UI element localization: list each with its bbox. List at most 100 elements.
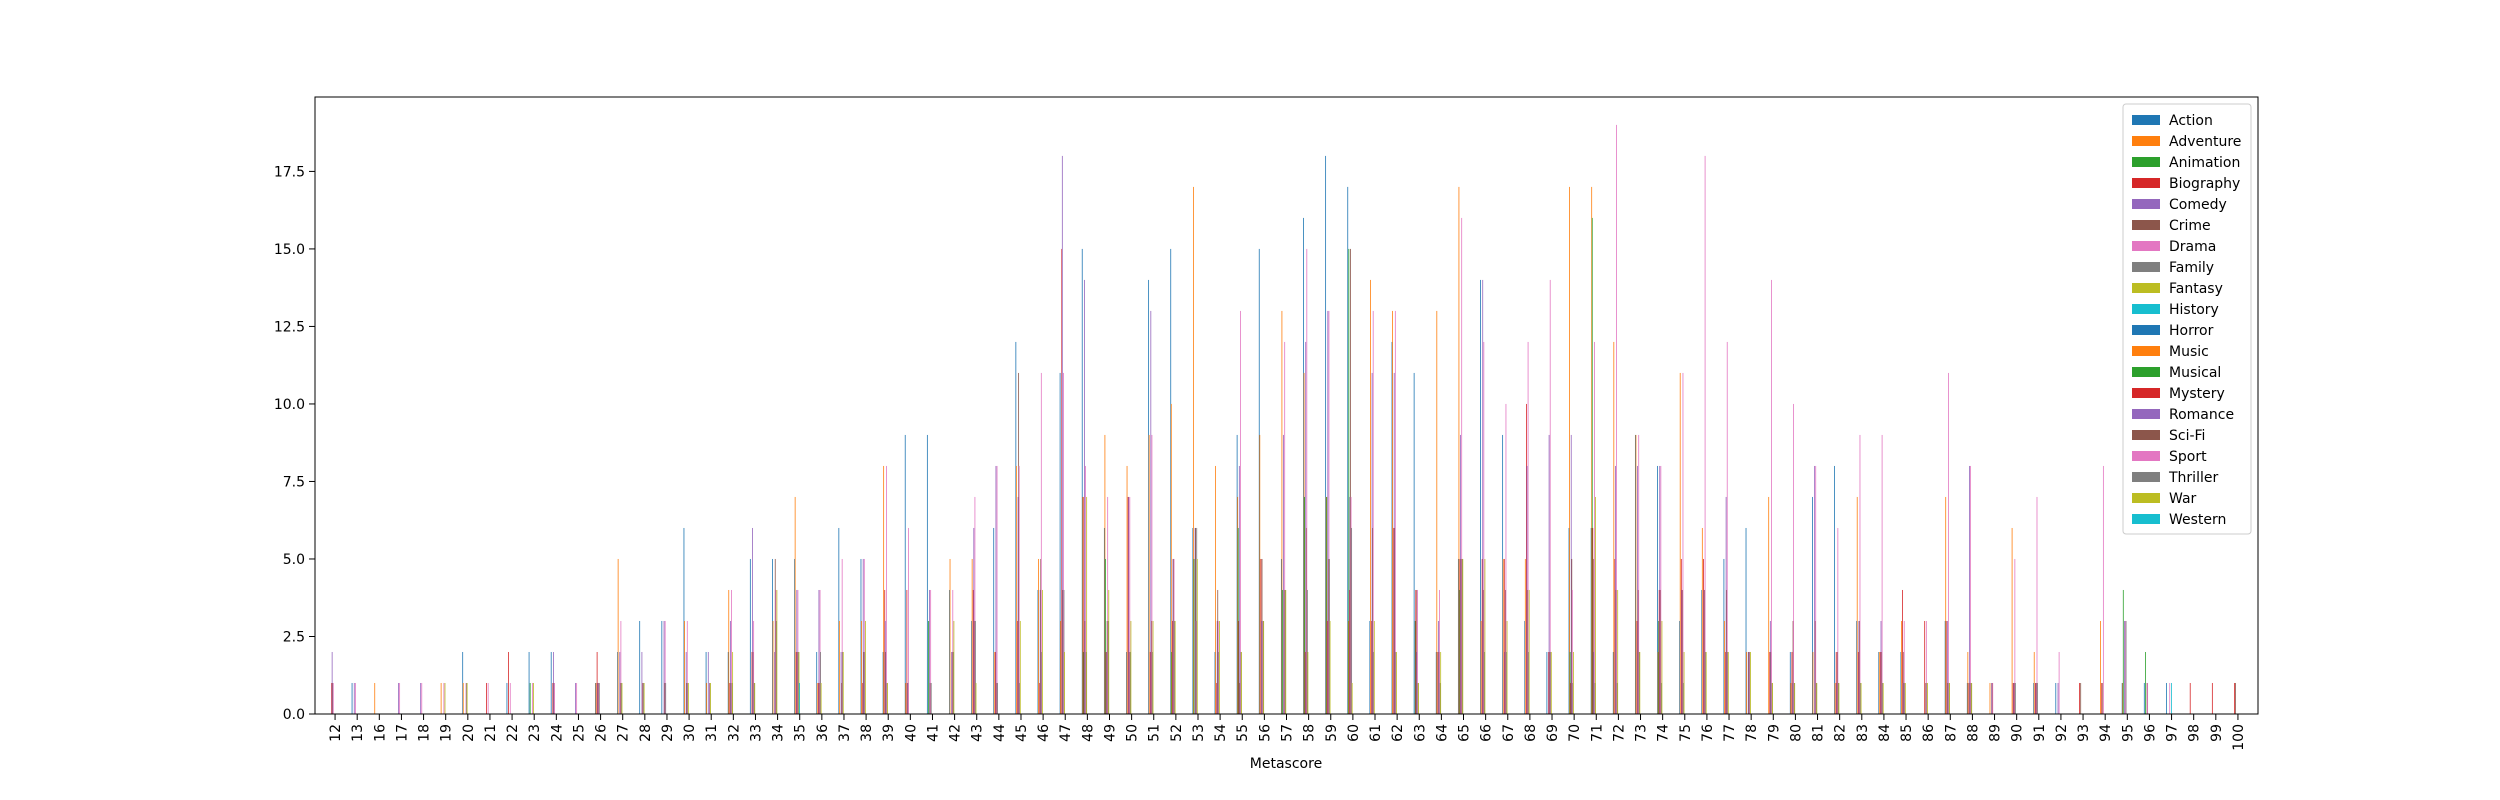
bar <box>1549 651 1551 714</box>
bar <box>884 620 886 714</box>
bar <box>2146 682 2148 714</box>
bar <box>1859 620 1860 714</box>
x-tick-label: 12 <box>328 724 344 742</box>
bar <box>1304 651 1306 714</box>
bar <box>1790 682 1792 714</box>
x-tick-label: 98 <box>2187 724 2203 742</box>
bar <box>575 682 576 714</box>
bar <box>705 651 707 714</box>
x-axis-title: Metascore <box>1250 756 1322 772</box>
bar <box>1369 620 1371 714</box>
legend-swatch <box>2132 346 2160 356</box>
bar <box>1107 620 1109 714</box>
bar <box>1616 124 1617 714</box>
y-tick-label: 12.5 <box>274 319 305 335</box>
bar <box>1126 651 1127 714</box>
bar <box>1946 620 1948 714</box>
bar <box>683 527 685 714</box>
legend-label: Action <box>2169 113 2213 129</box>
x-tick-label: 84 <box>1877 724 1893 742</box>
bar <box>862 682 864 714</box>
bar <box>1860 682 1861 714</box>
x-tick-label: 74 <box>1656 724 1672 742</box>
legend-label: Romance <box>2169 407 2234 423</box>
bar <box>1815 682 1817 714</box>
bar <box>1679 372 1681 714</box>
bar <box>1658 620 1660 714</box>
bar <box>1152 651 1153 714</box>
bar <box>1503 558 1505 714</box>
bar <box>1860 682 1862 714</box>
x-tick-label: 78 <box>1744 724 1760 742</box>
bar <box>1748 651 1750 714</box>
bar <box>1969 682 1971 714</box>
bar <box>642 682 643 714</box>
bar <box>1217 620 1219 714</box>
x-tick-label: 19 <box>439 724 455 742</box>
bar <box>1701 527 1703 714</box>
bar <box>1971 682 1973 714</box>
bar <box>885 651 887 714</box>
bar <box>1991 682 1993 714</box>
bar <box>1348 248 1350 715</box>
bar <box>1524 558 1526 714</box>
x-tick-label: 56 <box>1257 724 1273 742</box>
bar <box>952 651 954 714</box>
bar <box>975 620 976 714</box>
legend-label: Animation <box>2169 155 2240 171</box>
bar <box>730 682 732 714</box>
bar <box>1792 682 1793 714</box>
bar <box>553 682 555 714</box>
bar <box>1594 682 1596 714</box>
bar <box>1970 465 1972 714</box>
bar <box>1657 465 1658 714</box>
bar <box>596 651 598 714</box>
bar <box>1237 496 1239 714</box>
bar <box>1967 651 1969 714</box>
bar <box>1482 589 1484 714</box>
bar <box>531 682 533 714</box>
bar <box>796 651 798 714</box>
bar <box>619 682 621 714</box>
bar <box>926 434 928 714</box>
bar <box>1724 620 1725 714</box>
bar <box>1725 651 1726 714</box>
bar <box>1658 589 1660 714</box>
bar <box>930 682 932 714</box>
bar <box>1351 527 1353 714</box>
bar <box>1748 651 1750 714</box>
bar <box>775 620 777 714</box>
bar <box>906 589 908 714</box>
x-tick-label: 88 <box>1965 724 1981 742</box>
bar <box>1084 279 1085 714</box>
bar <box>973 527 975 714</box>
bar <box>553 651 554 714</box>
bar <box>1660 682 1662 714</box>
bar <box>2211 682 2213 714</box>
bar <box>617 558 619 714</box>
bar <box>1593 558 1595 714</box>
bars-layer <box>331 124 2236 715</box>
bar <box>1569 186 1570 714</box>
bar <box>2033 651 2035 714</box>
bar <box>1460 434 1461 714</box>
bar <box>1284 589 1286 714</box>
x-tick-label: 83 <box>1855 724 1871 742</box>
bar <box>1326 496 1328 714</box>
bar <box>1925 620 1927 714</box>
bar <box>1524 620 1526 714</box>
bar <box>1238 620 1240 714</box>
bar <box>1683 682 1684 714</box>
bar <box>1660 465 1662 714</box>
x-tick-label: 75 <box>1678 724 1694 742</box>
x-tick-label: 46 <box>1036 724 1052 742</box>
bar <box>1039 682 1041 714</box>
bar <box>2079 682 2080 714</box>
bar <box>794 558 795 714</box>
bar <box>1214 651 1216 714</box>
x-tick-label: 72 <box>1611 724 1627 742</box>
bar <box>776 589 778 714</box>
bar <box>1527 589 1528 714</box>
bar <box>1505 403 1507 714</box>
bar <box>1396 651 1397 714</box>
